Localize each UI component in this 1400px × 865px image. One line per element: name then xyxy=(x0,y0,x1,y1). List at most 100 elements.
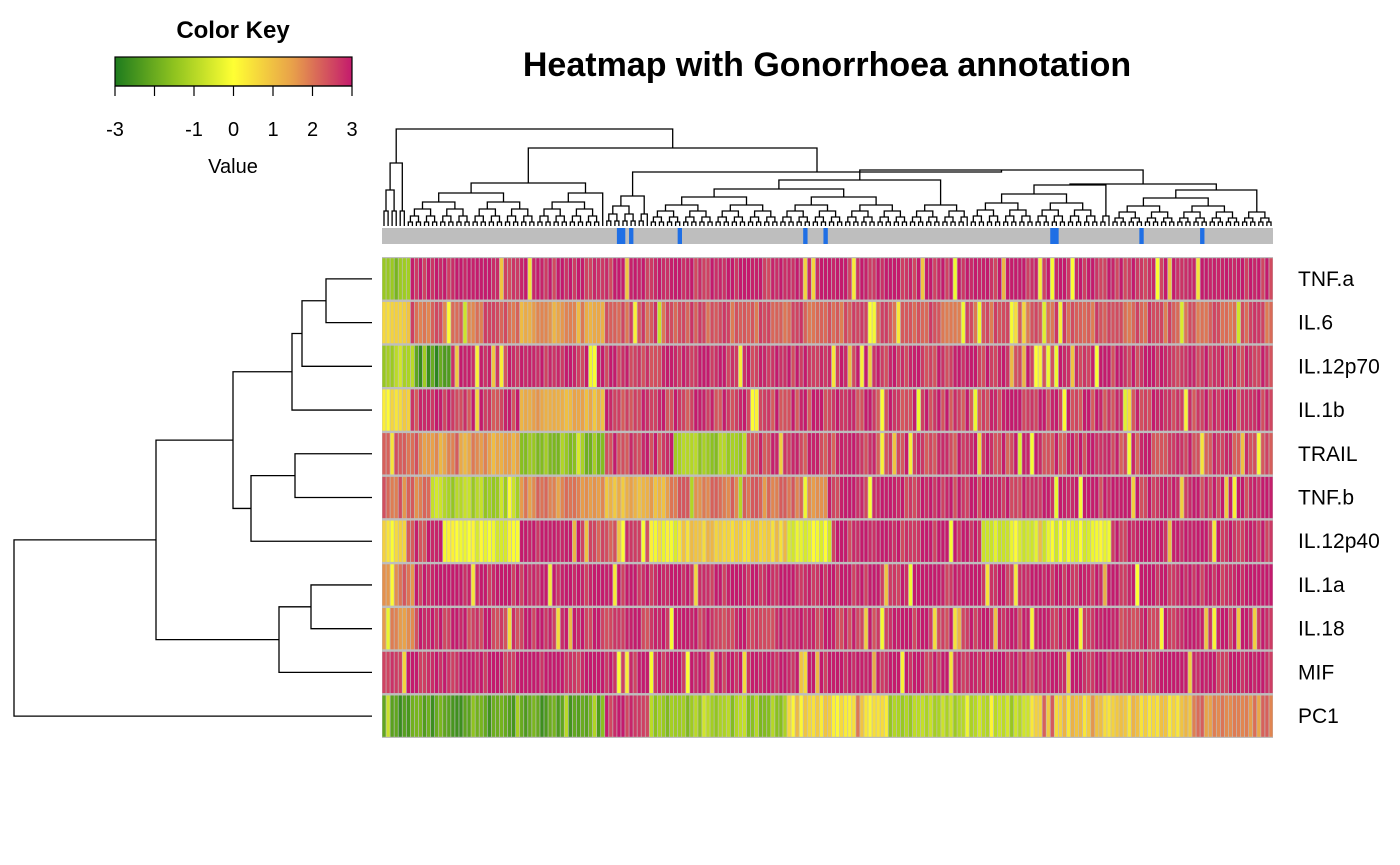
heatmap-cell xyxy=(520,345,524,387)
column-dendrogram-branch xyxy=(545,221,551,226)
column-dendrogram-branch xyxy=(407,221,414,226)
heatmap-cell xyxy=(410,258,415,300)
heatmap-cell xyxy=(710,520,714,562)
heatmap-cell xyxy=(443,564,447,606)
heatmap-cell xyxy=(1176,564,1180,606)
heatmap-cell xyxy=(435,301,439,344)
heatmap-cell xyxy=(463,476,467,519)
heatmap-cell xyxy=(933,433,937,475)
heatmap-cell xyxy=(1014,389,1018,431)
heatmap-cell xyxy=(653,389,658,431)
heatmap-cell xyxy=(1062,651,1067,694)
column-dendrogram-branch xyxy=(537,221,543,226)
heatmap-cell xyxy=(1111,433,1115,475)
heatmap-cell xyxy=(831,651,836,694)
heatmap-cell xyxy=(1135,564,1139,606)
heatmap-cell xyxy=(669,258,674,300)
heatmap-cell xyxy=(985,433,990,475)
heatmap-cell xyxy=(1208,476,1212,519)
heatmap-cell xyxy=(957,520,961,562)
heatmap-cell xyxy=(1188,258,1192,300)
heatmap-cell xyxy=(949,608,953,650)
heatmap-cell xyxy=(609,651,613,694)
heatmap-cell xyxy=(597,476,601,519)
heatmap-cell xyxy=(560,608,564,650)
heatmap-cell xyxy=(645,608,649,650)
heatmap-cell xyxy=(1269,433,1273,475)
heatmap-cell xyxy=(532,608,536,650)
heatmap-cell xyxy=(580,695,585,737)
heatmap-cell xyxy=(1196,520,1200,562)
column-dendrogram-branch xyxy=(389,162,403,211)
heatmap-cell xyxy=(1180,258,1184,300)
heatmap-cell xyxy=(1115,433,1119,475)
heatmap-cell xyxy=(896,608,901,650)
heatmap-cell xyxy=(1111,520,1115,562)
heatmap-cell xyxy=(888,651,892,694)
heatmap-cell xyxy=(844,389,848,431)
heatmap-cell xyxy=(402,651,406,694)
heatmap-cell xyxy=(402,433,406,475)
heatmap-cell xyxy=(382,301,386,344)
heatmap-cell xyxy=(487,695,491,737)
heatmap-cell xyxy=(1014,258,1018,300)
heatmap-cell xyxy=(1018,301,1022,344)
heatmap-cell xyxy=(524,476,528,519)
heatmap-cell xyxy=(1058,564,1063,606)
heatmap-cell xyxy=(1123,564,1127,606)
heatmap-cell xyxy=(1042,695,1046,737)
heatmap-cell xyxy=(564,695,568,737)
heatmap-cell xyxy=(981,433,986,475)
column-dendrogram-branch xyxy=(764,221,770,226)
heatmap-cell xyxy=(1232,301,1237,344)
heatmap-cell xyxy=(852,608,856,650)
heatmap-cell xyxy=(1159,520,1164,562)
heatmap-cell xyxy=(495,520,500,562)
heatmap-cell xyxy=(815,564,820,606)
heatmap-cell xyxy=(945,608,949,650)
heatmap-cell xyxy=(528,433,532,475)
heatmap-cell xyxy=(763,345,767,387)
heatmap-cell xyxy=(933,476,937,519)
heatmap-cell xyxy=(937,520,941,562)
heatmap-cell xyxy=(884,433,888,475)
heatmap-cell xyxy=(815,345,820,387)
heatmap-cell xyxy=(702,651,706,694)
heatmap-cell xyxy=(588,389,593,431)
heatmap-cell xyxy=(491,608,496,650)
row-label: IL.1a xyxy=(1298,574,1345,597)
heatmap-cell xyxy=(536,389,540,431)
heatmap-cell xyxy=(1196,389,1200,431)
heatmap-cell xyxy=(665,389,670,431)
heatmap-cell xyxy=(1147,608,1152,650)
heatmap-cell xyxy=(475,476,479,519)
heatmap-cell xyxy=(637,651,641,694)
heatmap-cell xyxy=(540,476,544,519)
heatmap-cell xyxy=(1208,433,1212,475)
heatmap-cell xyxy=(916,695,921,737)
heatmap-cell xyxy=(507,520,512,562)
heatmap-cell xyxy=(1038,695,1042,737)
heatmap-cell xyxy=(1172,651,1176,694)
heatmap-cell xyxy=(548,345,552,387)
column-dendrogram-branch xyxy=(664,204,699,211)
heatmap-cell xyxy=(746,695,751,737)
heatmap-cell xyxy=(572,651,577,694)
heatmap-cell xyxy=(1022,389,1026,431)
heatmap-cell xyxy=(617,520,621,562)
heatmap-cell xyxy=(1228,258,1233,300)
heatmap-cell xyxy=(507,651,512,694)
heatmap-cell xyxy=(1078,301,1083,344)
heatmap-cell xyxy=(430,651,435,694)
heatmap-cell xyxy=(1236,258,1241,300)
heatmap-cell xyxy=(544,520,548,562)
heatmap-cell xyxy=(791,695,795,737)
heatmap-cell xyxy=(860,476,864,519)
heatmap-cell xyxy=(775,433,779,475)
heatmap-cell xyxy=(487,608,491,650)
heatmap-cell xyxy=(852,695,856,737)
column-dendrogram-branch xyxy=(539,215,549,222)
heatmap-cell xyxy=(402,301,406,344)
heatmap-cell xyxy=(1014,608,1018,650)
heatmap-cell xyxy=(1261,608,1265,650)
